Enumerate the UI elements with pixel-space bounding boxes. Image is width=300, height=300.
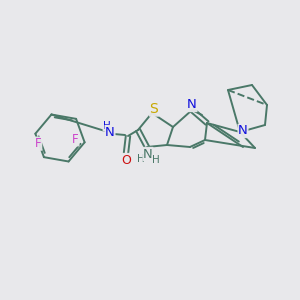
- Text: H: H: [103, 121, 111, 131]
- Text: H: H: [152, 155, 160, 165]
- Text: N: N: [105, 125, 115, 139]
- Text: O: O: [121, 154, 131, 166]
- Text: S: S: [150, 102, 158, 116]
- Text: H: H: [137, 154, 145, 164]
- Text: F: F: [35, 137, 42, 150]
- Text: N: N: [238, 124, 248, 137]
- Text: N: N: [143, 148, 153, 160]
- Text: N: N: [187, 98, 197, 112]
- Text: F: F: [72, 133, 79, 146]
